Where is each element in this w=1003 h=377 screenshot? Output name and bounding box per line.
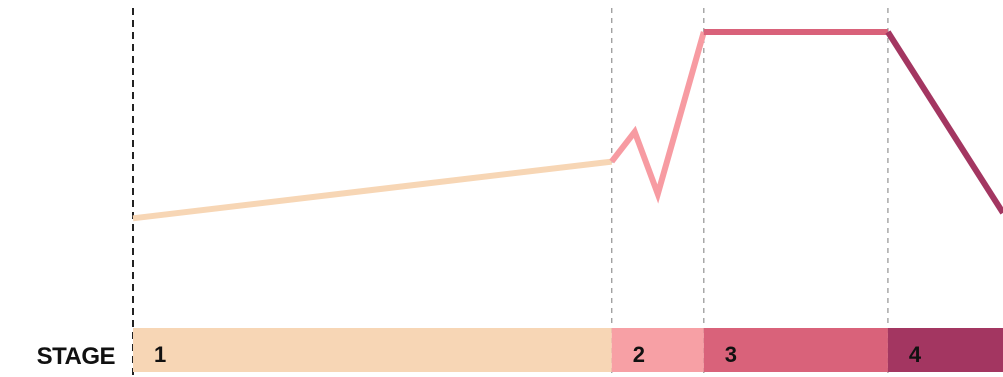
stage-number-3: 3 — [725, 342, 737, 367]
series-line-stage-4 — [885, 30, 1003, 215]
stage-number-2: 2 — [633, 342, 645, 367]
series-line-stage-2 — [609, 31, 707, 204]
stage-bar: 1 2 3 4 — [133, 328, 1003, 372]
stage-dividers — [132, 8, 889, 376]
stage-band-2 — [611, 328, 704, 372]
stage-band-3 — [703, 328, 888, 372]
stage-number-1: 1 — [154, 342, 166, 367]
stage-axis-title: STAGE — [37, 343, 116, 370]
stage-number-4: 4 — [909, 342, 922, 367]
series-line-stage-1 — [132, 158, 613, 222]
stage-band-4 — [887, 328, 1003, 372]
stage-band-1 — [133, 328, 612, 372]
stage-lines — [132, 29, 1003, 222]
